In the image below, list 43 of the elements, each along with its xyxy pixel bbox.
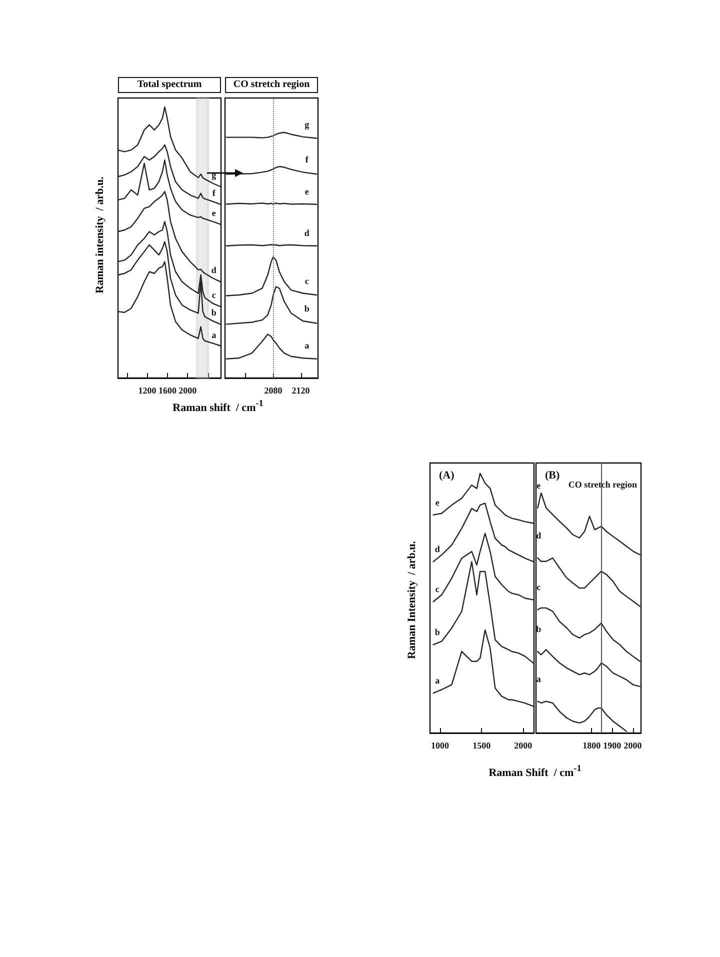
series-label: f (212, 188, 216, 198)
y-axis-title: Raman Intensity / arb.u. (406, 541, 418, 659)
x-tick-label: 2000 (624, 740, 642, 750)
x-tick-label: 1200 (138, 386, 157, 396)
series-label: f (305, 154, 310, 165)
chart-title: CO stretch region (225, 77, 318, 93)
x-tick-label: 1900 (603, 740, 622, 750)
x-tick-label: 1000 (430, 740, 450, 750)
series-label: b (304, 304, 310, 314)
series-label: a (536, 674, 542, 684)
series-label: c (435, 584, 440, 594)
series-label: d (211, 264, 216, 275)
x-tick-label: 2000 (178, 386, 198, 396)
x-tick-label: 2080 (264, 386, 283, 396)
series-label: b (211, 308, 216, 318)
x-axis-title: Raman shift / cm$^{-1}$ (172, 398, 264, 414)
x-tick-label: 1500 (472, 740, 492, 750)
series-label: d (536, 530, 542, 541)
x-tick-label: 1600 (158, 386, 177, 396)
series-label: c (536, 582, 541, 592)
chart-title: (A) (439, 470, 455, 482)
series-label: e (435, 497, 440, 508)
chart-title: Total spectrum (118, 77, 221, 93)
series-label: a (435, 676, 440, 686)
series-label: g (304, 119, 310, 130)
series-label: c (304, 276, 309, 286)
x-tick-label: 2000 (514, 740, 533, 750)
x-tick-label: 1800 (582, 740, 602, 750)
series-label: d (434, 544, 440, 554)
series-label: d (304, 228, 310, 238)
x-axis-title: Raman Shift / cm$^{-1}$ (488, 763, 582, 779)
x-tick-label: 2120 (292, 386, 310, 396)
chart-title: (B) (545, 470, 560, 482)
series-label: e (212, 208, 216, 218)
series-label: a (212, 330, 217, 340)
series-label: a (304, 340, 310, 351)
series-label: e (304, 186, 309, 196)
series-label: g (212, 170, 217, 180)
series-label: e (536, 480, 541, 490)
y-axis-title: Raman intensity / arb.u. (94, 176, 106, 294)
series-label: c (212, 290, 216, 300)
series-label: b (434, 627, 440, 638)
series-label: b (536, 624, 542, 634)
